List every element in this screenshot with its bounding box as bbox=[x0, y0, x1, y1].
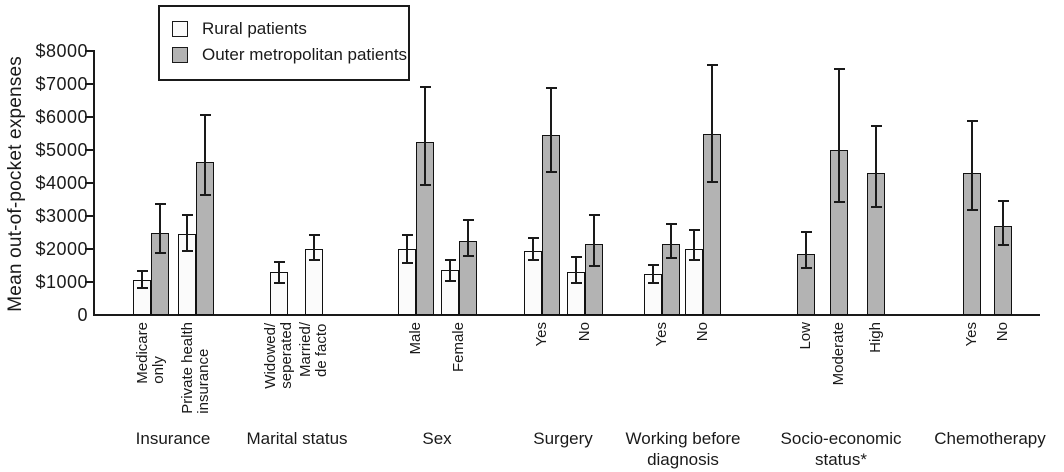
category-label: Yes bbox=[653, 322, 670, 347]
y-tick-mark bbox=[85, 182, 93, 184]
category-label: Married/ de facto bbox=[297, 322, 330, 378]
error-bar bbox=[706, 64, 718, 183]
group-label: Chemotherapy bbox=[934, 429, 1046, 448]
category-label: No bbox=[994, 322, 1011, 342]
error-bar bbox=[273, 260, 285, 284]
error-bar bbox=[308, 234, 320, 261]
error-bar bbox=[419, 85, 431, 187]
error-bar bbox=[154, 202, 166, 254]
group-label: Socio-economic status* bbox=[780, 429, 902, 469]
y-tick-label: $1000 bbox=[35, 272, 88, 292]
error-bar bbox=[588, 214, 600, 268]
y-tick-mark bbox=[85, 149, 93, 151]
error-bar bbox=[570, 255, 582, 284]
error-bar bbox=[136, 270, 148, 289]
y-axis-line bbox=[93, 50, 95, 316]
category-label: High bbox=[867, 322, 884, 353]
error-bar bbox=[870, 125, 882, 208]
group-label: Working before diagnosis bbox=[625, 429, 741, 469]
error-bar bbox=[800, 230, 812, 269]
legend-item-outer-metro: Outer metropolitan patients bbox=[172, 44, 407, 66]
y-tick-mark bbox=[85, 116, 93, 118]
error-bar bbox=[665, 222, 677, 259]
y-tick-mark bbox=[85, 248, 93, 250]
y-tick-label: 0 bbox=[77, 305, 88, 325]
category-label: Yes bbox=[533, 322, 550, 347]
y-tick-mark bbox=[85, 281, 93, 283]
y-tick-label: $7000 bbox=[35, 74, 88, 94]
error-bar bbox=[997, 199, 1009, 246]
y-tick-label: $2000 bbox=[35, 239, 88, 259]
legend: Rural patients Outer metropolitan patien… bbox=[158, 5, 410, 81]
category-label: Medicare only bbox=[134, 322, 167, 384]
legend-swatch-outer-metro bbox=[172, 47, 188, 63]
error-bar bbox=[527, 237, 539, 261]
category-label: No bbox=[576, 322, 593, 342]
y-tick-label: $6000 bbox=[35, 107, 88, 127]
group-label: Marital status bbox=[246, 429, 348, 448]
category-label: Private health insurance bbox=[179, 322, 212, 414]
error-bar bbox=[688, 229, 700, 261]
x-axis-line bbox=[93, 314, 1040, 316]
legend-label-rural: Rural patients bbox=[202, 19, 307, 38]
legend-item-rural: Rural patients bbox=[172, 18, 398, 40]
y-tick-mark bbox=[85, 50, 93, 52]
error-bar bbox=[401, 234, 413, 264]
category-label: Female bbox=[450, 322, 467, 373]
error-bar bbox=[647, 263, 659, 284]
group-label: Insurance bbox=[135, 429, 211, 448]
error-bar bbox=[444, 258, 456, 282]
error-bar bbox=[181, 214, 193, 253]
legend-label-outer-metro: Outer metropolitan patients bbox=[202, 45, 408, 64]
category-label: Yes bbox=[963, 322, 980, 347]
y-tick-label: $3000 bbox=[35, 206, 88, 226]
group-label: Sex bbox=[422, 429, 452, 448]
y-tick-label: $8000 bbox=[35, 41, 88, 61]
error-bar bbox=[545, 87, 557, 174]
category-label: Low bbox=[797, 322, 814, 350]
error-bar bbox=[199, 113, 211, 197]
y-tick-mark bbox=[85, 83, 93, 85]
y-tick-label: $5000 bbox=[35, 140, 88, 160]
legend-swatch-rural bbox=[172, 21, 188, 37]
category-label: No bbox=[694, 322, 711, 342]
error-bar bbox=[966, 120, 978, 212]
group-label: Surgery bbox=[533, 429, 593, 448]
category-label: Moderate bbox=[830, 322, 847, 386]
error-bar bbox=[462, 219, 474, 258]
error-bar bbox=[833, 67, 845, 203]
y-tick-mark bbox=[85, 215, 93, 217]
y-tick-label: $4000 bbox=[35, 173, 88, 193]
category-label: Male bbox=[407, 322, 424, 355]
category-label: Widowed/ seperated bbox=[262, 322, 295, 389]
